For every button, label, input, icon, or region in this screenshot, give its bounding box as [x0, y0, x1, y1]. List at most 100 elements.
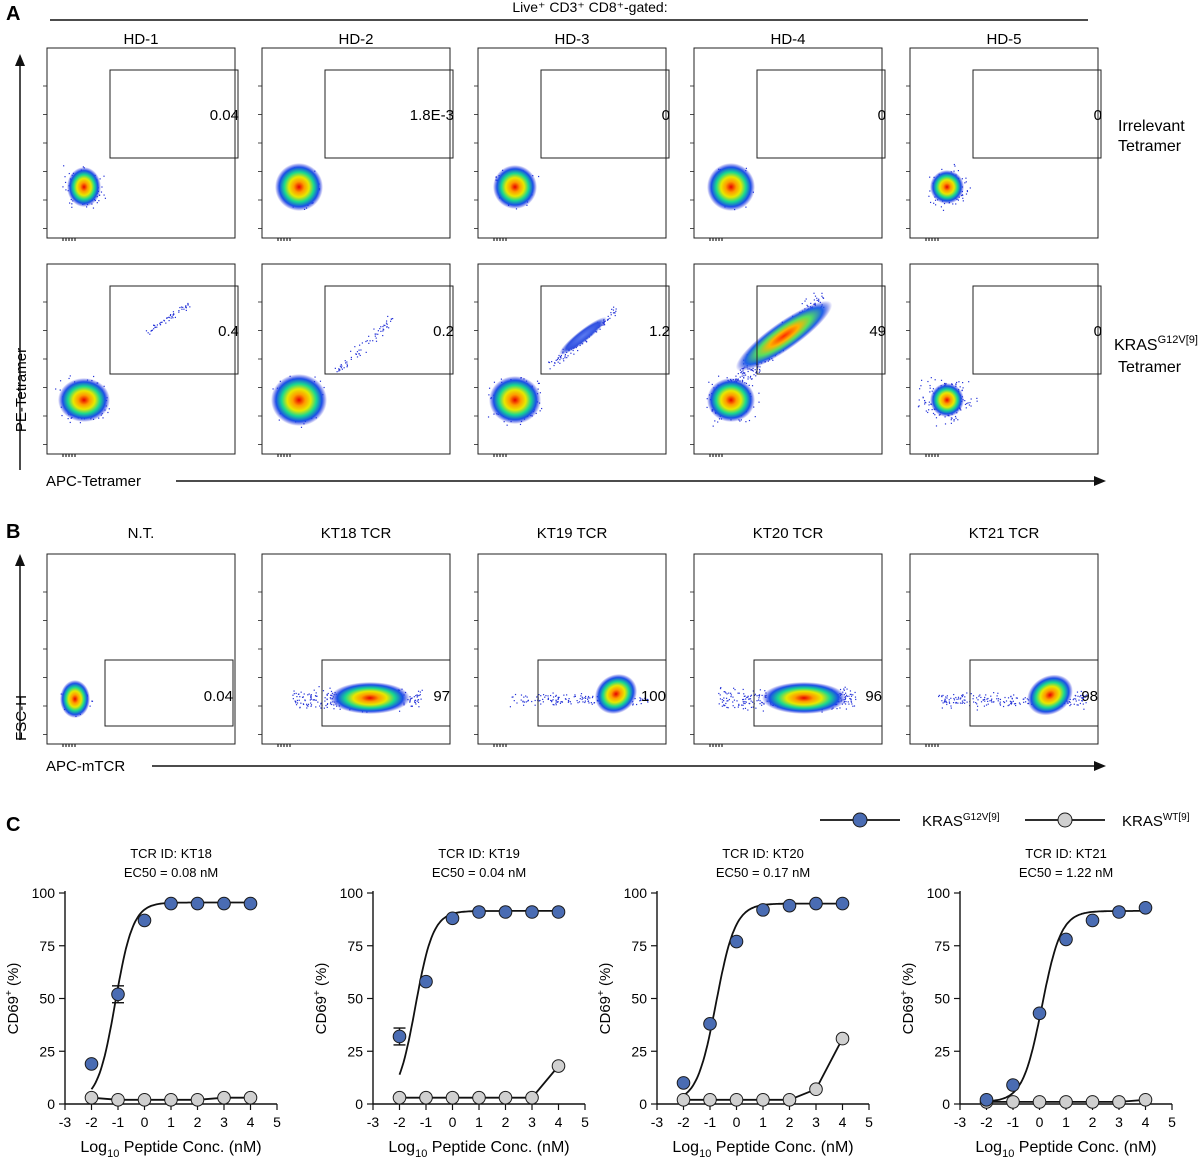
panel-b-c2-event: [295, 702, 297, 704]
panel-a-r2-c3-tetramer-event: [612, 309, 615, 311]
chart-4-series-2-point: [1112, 1095, 1126, 1109]
panel-b-c4-event: [722, 700, 725, 702]
panel-b-c4: 96: [690, 553, 883, 747]
panel-b-c5-event: [1080, 694, 1082, 697]
y-label-tail: (%): [900, 963, 917, 991]
panel-a-r2-c3-tetramer-event: [607, 319, 609, 321]
panel-b-c5-event: [950, 707, 952, 709]
panel-b-c2-event: [414, 702, 416, 704]
panel-b-c5-event: [950, 705, 952, 707]
panel-a-r2-c5-event: [931, 390, 933, 392]
panel-a-r1-c4-population: [707, 163, 755, 211]
panel-b-c4-event: [724, 691, 726, 693]
panel-a-r1-c2-gate: [324, 69, 454, 159]
panel-a-r2-c3-tetramer-event: [557, 357, 559, 360]
panel-a-r2-c2-event: [300, 426, 303, 428]
chart-1-y-tick-label: 50: [39, 991, 55, 1007]
panel-a-r1-c2-population: [275, 163, 323, 211]
panel-a-r2-c2-tetramer-event: [356, 356, 359, 358]
chart-1-y-tick-label: 75: [39, 938, 55, 954]
panel-a-r2-c3-event: [519, 423, 522, 426]
panel-b-c2-event: [411, 705, 413, 707]
chart-2-ec50: EC50 = 0.04 nM: [432, 865, 526, 880]
panel-a-r2-c1-event: [67, 418, 69, 420]
panel-b-c5-event: [1004, 696, 1006, 699]
panel-b-c3-event: [581, 698, 583, 701]
panel-b-c4-event: [843, 688, 845, 690]
chart-3-y-tick-label: 0: [639, 1096, 647, 1112]
panel-a-r2-c4-tetramer-event: [740, 371, 742, 374]
panel-b-c4-event: [748, 698, 750, 701]
panel-a-r2-c4-tetramer-event: [741, 371, 743, 373]
panel-b-c5-event: [1081, 700, 1083, 702]
panel-a-r2-c5-event: [929, 391, 931, 393]
chart-1-x-tick-label: 0: [141, 1114, 149, 1130]
panel-a-r2-c1-tetramer-event: [159, 324, 162, 326]
panel-a-r2-c3-event: [488, 387, 491, 389]
panel-a-r2-c1-event: [98, 417, 100, 419]
panel-a-r2-c5-event: [920, 379, 923, 381]
panel-a-r2-c2-tetramer-event: [390, 318, 393, 320]
panel-b-y-label: FSC-H: [13, 695, 30, 741]
panel-a-r2-c4-gate-value: 49: [869, 323, 886, 340]
panel-a-r2-c1-tetramer-event: [189, 306, 191, 308]
panel-a-r2-c3: 1.2: [474, 263, 670, 457]
panel-b-c5-event: [1073, 698, 1075, 700]
panel-a-r2-c2-tetramer-event: [336, 371, 338, 373]
panel-b-c5-event: [990, 699, 992, 701]
panel-b-label: B: [6, 521, 20, 543]
panel-b-c5-event: [1072, 699, 1074, 701]
panel-b-c5-event: [946, 697, 948, 699]
panel-b-c5-event: [961, 695, 963, 697]
chart-2-x-tick-label: 1: [475, 1114, 483, 1130]
panel-a-r1-c1-event: [96, 202, 98, 204]
panel-b-c2-event: [298, 693, 300, 695]
panel-b-c4-event: [730, 694, 732, 696]
y-label-tail: (%): [5, 963, 22, 991]
panel-a-r2-c5-event: [960, 409, 962, 411]
panel-b-c5-event: [1074, 694, 1076, 697]
chart-3-series-2-point: [756, 1092, 770, 1107]
panel-b-c4-event: [750, 700, 752, 702]
panel-a-r2-c5-gate-value: 0: [1094, 323, 1102, 340]
panel-a-r2-c5-event: [955, 383, 957, 385]
panel-a-r2-c2-tetramer-event: [360, 349, 362, 351]
chart-1-x-tick-label: 1: [167, 1114, 175, 1130]
panel-a-r2-c1-tetramer-event: [178, 311, 180, 313]
panel-b-c2-event: [313, 689, 315, 691]
panel-b-c4-event: [738, 692, 740, 694]
panel-b-c5-event: [984, 700, 986, 702]
panel-b-c5-event: [1009, 700, 1011, 702]
panel-a-col-header-3: HD-3: [554, 31, 589, 48]
x-label-log: Log: [388, 1139, 415, 1156]
panel-a-r2-c3-tetramer-event: [586, 341, 588, 343]
panel-b-c3-event: [542, 694, 545, 696]
panel-b-c4-event: [724, 704, 726, 707]
panel-a-r1-c1-event: [68, 202, 71, 204]
panel-a-r1-c5-event: [953, 170, 955, 172]
panel-a-r2-c4-event: [708, 381, 710, 383]
panel-a-r1-c5-event: [965, 193, 968, 195]
panel-b-c5-event: [959, 702, 962, 704]
panel-b-c2-event: [293, 693, 295, 695]
panel-b-c5-event: [957, 696, 960, 698]
panel-a-r2-c2-gate-value: 0.2: [433, 323, 454, 340]
panel-b-c2-event: [310, 702, 312, 704]
panel-a-r2-c5-event: [953, 420, 955, 422]
panel-a-r2-c3-gate: [540, 285, 670, 375]
panel-a-r2-c5-event: [918, 405, 920, 407]
panel-a-r2-c3-event: [506, 424, 508, 426]
panel-a-r2-c2-tetramer-event: [338, 370, 340, 372]
panel-b-c5-event: [964, 702, 966, 704]
panel-a-r2-c2-tetramer-event: [355, 353, 357, 355]
panel-b-c2-event: [293, 690, 295, 692]
panel-a-r1-c1-event: [64, 181, 67, 184]
panel-b-c5-event: [999, 701, 1001, 703]
panel-a-r2-c3-tetramer-event: [607, 315, 609, 318]
chart-1-x-tick-label: -1: [112, 1114, 125, 1130]
panel-b-c3-event: [544, 696, 546, 698]
panel-b-c5-event: [964, 696, 966, 698]
panel-b-c5-event: [1070, 703, 1072, 706]
